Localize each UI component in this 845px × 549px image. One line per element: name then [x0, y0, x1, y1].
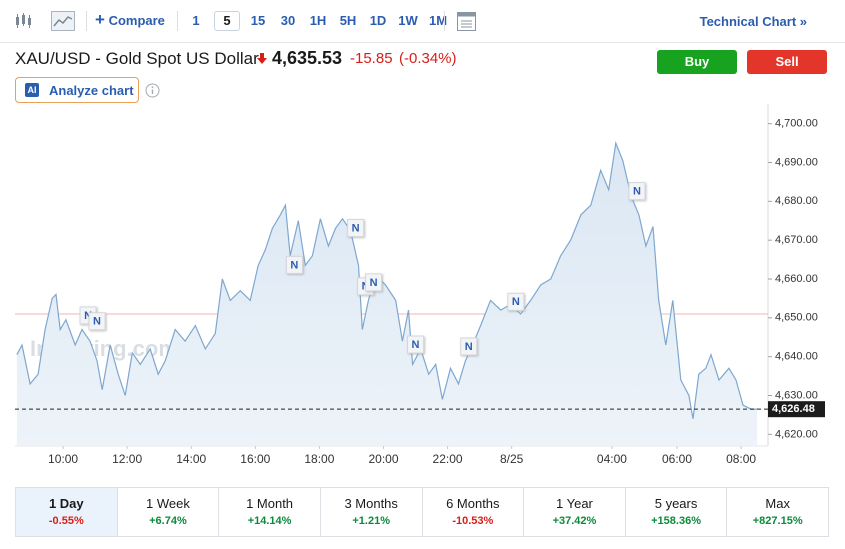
x-tick-label: 10:00 — [48, 452, 78, 466]
watermark: Investing.com — [30, 336, 178, 361]
interval-button[interactable]: 5H — [339, 13, 357, 28]
compare-label: Compare — [108, 13, 165, 28]
interval-button[interactable]: 1H — [309, 13, 327, 28]
period-label: 1 Month — [246, 496, 294, 511]
period-tab[interactable]: 1 Year +37.42% — [523, 488, 625, 536]
news-marker — [507, 292, 525, 311]
last-price-box — [768, 401, 825, 418]
period-tab[interactable]: 5 years +158.36% — [624, 488, 727, 536]
news-marker-label: N — [362, 281, 370, 293]
x-tick-label: 8/25 — [500, 452, 524, 466]
news-marker-label: N — [352, 222, 360, 234]
x-tick-label: 20:00 — [368, 452, 398, 466]
period-change: +6.74% — [149, 515, 187, 527]
period-label: 6 Months — [446, 496, 500, 511]
analyze-button[interactable]: AI Analyze chart — [15, 77, 139, 103]
price-line — [16, 140, 758, 419]
interval-button[interactable]: 5 — [214, 11, 240, 31]
symbol-name: XAU/USD - Gold Spot US Dollar — [15, 49, 259, 68]
period-label: 3 Months — [344, 496, 398, 511]
news-marker — [79, 306, 97, 325]
news-marker — [357, 277, 375, 296]
y-tick-label: 4,650.00 — [775, 312, 818, 324]
period-change: +37.42% — [552, 515, 597, 527]
area-icon[interactable] — [51, 11, 75, 31]
info-icon[interactable] — [145, 83, 160, 98]
interval-button[interactable]: 30 — [280, 13, 296, 28]
news-marker-label: N — [290, 259, 298, 271]
news-marker — [365, 273, 383, 292]
interval-button[interactable]: 1D — [369, 13, 387, 28]
y-tick-label: 4,670.00 — [775, 234, 818, 246]
interval-button[interactable]: 1W — [398, 13, 418, 28]
interval-group: 1 5 15 30 1H 5H 1D 1W 1M — [184, 11, 450, 31]
x-tick-label: 08:00 — [726, 452, 756, 466]
candle-icon[interactable] — [14, 12, 34, 30]
x-tick-label: 04:00 — [597, 452, 627, 466]
news-marker — [407, 335, 425, 354]
period-label: 1 Week — [146, 496, 190, 511]
period-tab[interactable]: Max +827.15% — [726, 488, 828, 536]
period-tab[interactable]: 1 Week +6.74% — [116, 488, 219, 536]
period-tabs: 1 Day -0.55% 1 Week +6.74% 1 Month +14.14% 3 M… — [15, 487, 829, 537]
news-marker — [88, 312, 106, 331]
buy-button[interactable]: Buy — [657, 50, 737, 74]
news-marker — [628, 182, 646, 201]
compare-button[interactable]: + Compare — [95, 10, 165, 29]
area — [16, 143, 758, 446]
period-change: +14.14% — [247, 515, 292, 527]
news-marker-label: N — [370, 277, 378, 289]
x-tick-label: 18:00 — [304, 452, 334, 466]
technical-chart-link[interactable]: Technical Chart » — [699, 14, 807, 29]
x-tick-label: 22:00 — [433, 452, 463, 466]
period-change: +1.21% — [352, 515, 390, 527]
news-marker — [285, 255, 303, 274]
interval-button[interactable]: 1M — [428, 13, 448, 28]
price: 4,635.53 — [272, 48, 343, 68]
news-marker-label: N — [93, 316, 101, 328]
ai-badge: AI — [25, 83, 39, 97]
news-marker-label: N — [512, 296, 520, 308]
period-label: 5 years — [654, 496, 698, 511]
calendar-icon[interactable] — [457, 12, 476, 31]
period-label: 1 Year — [556, 496, 593, 511]
sell-button[interactable]: Sell — [747, 50, 827, 74]
period-change: +827.15% — [752, 515, 803, 527]
down-arrow — [257, 53, 267, 64]
y-tick-label: 4,640.00 — [775, 351, 818, 363]
toolbar: + Compare 1 5 15 30 1H 5H 1D 1W 1M Technical Cha… — [0, 0, 845, 43]
period-tab[interactable]: 3 Months +1.21% — [319, 488, 422, 536]
interval-button[interactable]: 1 — [192, 13, 200, 28]
news-marker — [347, 219, 365, 238]
period-tab[interactable]: 6 Months -10.53% — [421, 488, 524, 536]
y-tick-label: 4,660.00 — [775, 273, 818, 285]
period-tab[interactable]: 1 Day -0.55% — [16, 488, 117, 536]
x-tick-label: 06:00 — [662, 452, 692, 466]
analyze-label: Analyze chart — [49, 83, 134, 98]
period-label: 1 Day — [48, 496, 84, 511]
x-tick-label: 14:00 — [176, 452, 206, 466]
y-tick-label: 4,630.00 — [775, 389, 818, 401]
period-change: +158.36% — [651, 515, 701, 527]
period-tab[interactable]: 1 Month +14.14% — [218, 488, 320, 536]
x-tick-label: 12:00 — [112, 452, 142, 466]
last-price-label: 4,626.48 — [772, 403, 815, 415]
y-tick-label: 4,690.00 — [775, 156, 818, 168]
news-marker-label: N — [84, 310, 92, 322]
price-change: -15.85 — [350, 50, 393, 67]
period-label: Max — [765, 496, 790, 511]
x-tick-label: 16:00 — [240, 452, 270, 466]
y-tick-label: 4,700.00 — [775, 118, 818, 130]
price-change-percent: (-0.34%) — [399, 50, 457, 67]
news-marker-label: N — [633, 186, 641, 198]
period-change: -10.53% — [452, 515, 494, 527]
y-tick-label: 4,620.00 — [775, 428, 818, 440]
y-tick-label: 4,680.00 — [775, 195, 818, 207]
interval-button[interactable]: 15 — [250, 13, 266, 28]
news-marker-label: N — [412, 339, 420, 351]
period-change: -0.55% — [48, 515, 84, 527]
news-marker-label: N — [465, 341, 473, 353]
news-marker — [460, 337, 478, 356]
